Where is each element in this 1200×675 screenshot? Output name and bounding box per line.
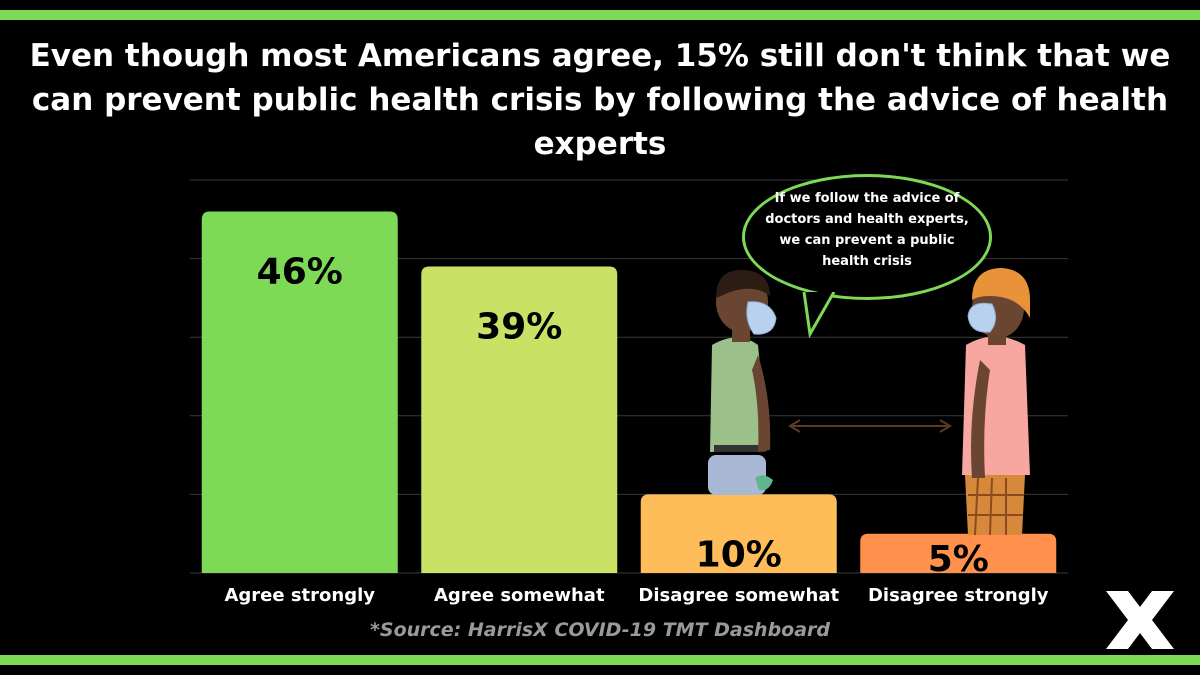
bar-agree-somewhat [421, 266, 618, 573]
speech-bubble-tail [802, 292, 836, 338]
value-labels: 46% 39% 10% 5% [257, 251, 989, 580]
top-accent-stripe [0, 10, 1200, 20]
source-note: *Source: HarrisX COVID-19 TMT Dashboard [369, 619, 831, 641]
bar-disagree-somewhat [640, 494, 837, 573]
speech-bubble-text: If we follow the advice of doctors and h… [765, 191, 969, 269]
double-arrow-icon [788, 419, 952, 433]
bar-agree-strongly [201, 211, 398, 573]
harrisx-logo [1106, 591, 1174, 649]
person-with-mask-illustration [962, 268, 1030, 536]
category-label: Disagree somewhat [638, 585, 839, 606]
bars [201, 211, 1057, 573]
category-label: Agree strongly [224, 585, 375, 606]
bottom-accent-stripe [0, 655, 1200, 665]
bar-disagree-strongly [860, 533, 1057, 573]
category-labels: Agree strongly Agree somewhat Disagree som… [224, 585, 1048, 606]
value-label: 39% [476, 306, 562, 347]
value-label: 46% [257, 251, 343, 292]
speech-bubble [742, 174, 992, 300]
category-label: Disagree strongly [868, 585, 1049, 606]
value-label: 10% [696, 534, 782, 575]
category-label: Agree somewhat [434, 585, 605, 606]
man-with-mask-illustration [708, 269, 777, 495]
value-label: 5% [928, 539, 989, 580]
chart-title: Even though most Americans agree, 15% st… [29, 38, 1171, 162]
